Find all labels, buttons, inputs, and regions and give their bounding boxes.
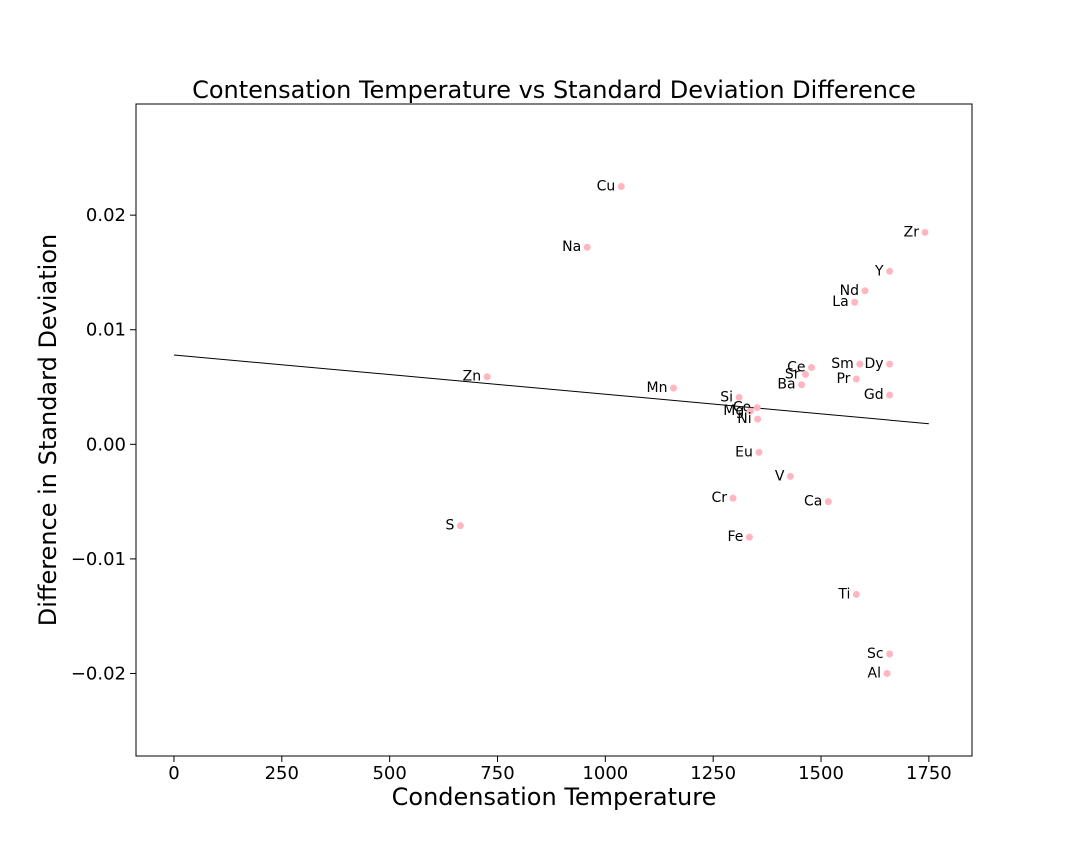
point-label-fe: Fe: [728, 529, 744, 545]
y-tick-label: −0.02: [71, 663, 126, 684]
point-label-ni: Ni: [737, 411, 751, 427]
data-point-zr: [921, 228, 929, 236]
data-point-zn: [483, 373, 491, 381]
y-axis-label: Difference in Standard Deviation: [34, 234, 62, 626]
point-label-ba: Ba: [777, 377, 795, 393]
data-point-si: [735, 393, 743, 401]
y-tick-label: 0.01: [86, 320, 126, 341]
point-label-sr: Sr: [785, 366, 800, 382]
point-label-sc: Sc: [867, 646, 884, 662]
data-point-cu: [617, 183, 625, 191]
data-point-eu: [755, 448, 763, 456]
data-point-pr: [852, 375, 860, 383]
point-label-gd: Gd: [864, 387, 884, 403]
point-label-zr: Zr: [904, 224, 920, 240]
y-axis: −0.02 −0.01 0.00 0.01 0.02: [71, 205, 136, 684]
x-tick-label: 1000: [582, 763, 628, 784]
data-point-ni: [754, 415, 762, 423]
point-label-ca: Ca: [804, 494, 822, 510]
data-point-mg: [746, 407, 754, 415]
x-axis-label: Condensation Temperature: [392, 783, 717, 811]
data-point-sm: [856, 360, 864, 368]
x-axis: 0 250 500 750 1000 1250 1500 1750: [168, 756, 952, 784]
data-point-nd: [861, 287, 869, 295]
y-tick-label: 0.00: [86, 434, 126, 455]
data-point-sr: [801, 370, 809, 378]
data-point-ce: [808, 364, 816, 372]
point-label-na: Na: [562, 239, 581, 255]
x-tick-label: 500: [372, 763, 406, 784]
point-label-ce: Ce: [787, 360, 805, 376]
plot-frame: [135, 103, 973, 757]
point-label-mg: Mg: [723, 403, 744, 419]
data-point-ca: [824, 498, 832, 506]
point-label-al: Al: [868, 665, 881, 681]
data-point-na: [583, 243, 591, 251]
data-point-gd: [886, 391, 894, 399]
x-tick-label: 1250: [690, 763, 736, 784]
data-point-al: [883, 669, 891, 677]
chart-title: Contensation Temperature vs Standard Dev…: [192, 76, 916, 104]
y-tick-label: −0.01: [71, 549, 126, 570]
data-point-s: [456, 522, 464, 530]
data-point-v: [786, 472, 794, 480]
data-point-la: [851, 298, 859, 306]
x-tick-label: 250: [265, 763, 299, 784]
trend-line: [173, 354, 929, 425]
point-label-ti: Ti: [837, 586, 850, 602]
y-tick-label: 0.02: [86, 205, 126, 226]
data-point-mn: [669, 384, 677, 392]
data-point-dy: [886, 360, 894, 368]
point-label-si: Si: [720, 389, 733, 405]
point-label-zn: Zn: [463, 369, 481, 385]
point-label-cu: Cu: [597, 179, 616, 195]
point-label-co: Co: [733, 400, 751, 416]
data-point-ti: [852, 590, 860, 598]
point-label-mn: Mn: [647, 380, 668, 396]
point-label-v: V: [775, 468, 785, 484]
data-point-fe: [745, 533, 753, 541]
x-tick-label: 750: [480, 763, 514, 784]
x-tick-label: 1500: [798, 763, 844, 784]
point-label-pr: Pr: [836, 371, 850, 387]
point-label-s: S: [446, 518, 455, 534]
data-point-sc: [886, 650, 894, 658]
x-tick-label: 1750: [906, 763, 952, 784]
point-label-eu: Eu: [735, 444, 753, 460]
point-label-la: La: [832, 294, 848, 310]
x-tick-label: 0: [168, 763, 179, 784]
data-point-co: [753, 404, 761, 412]
point-label-nd: Nd: [840, 283, 859, 299]
point-label-cr: Cr: [711, 490, 727, 506]
point-label-dy: Dy: [865, 356, 884, 372]
data-point-y: [886, 267, 894, 275]
point-label-y: Y: [874, 263, 884, 279]
data-point-cr: [729, 494, 737, 502]
point-label-sm: Sm: [831, 356, 854, 372]
data-point-ba: [798, 381, 806, 389]
